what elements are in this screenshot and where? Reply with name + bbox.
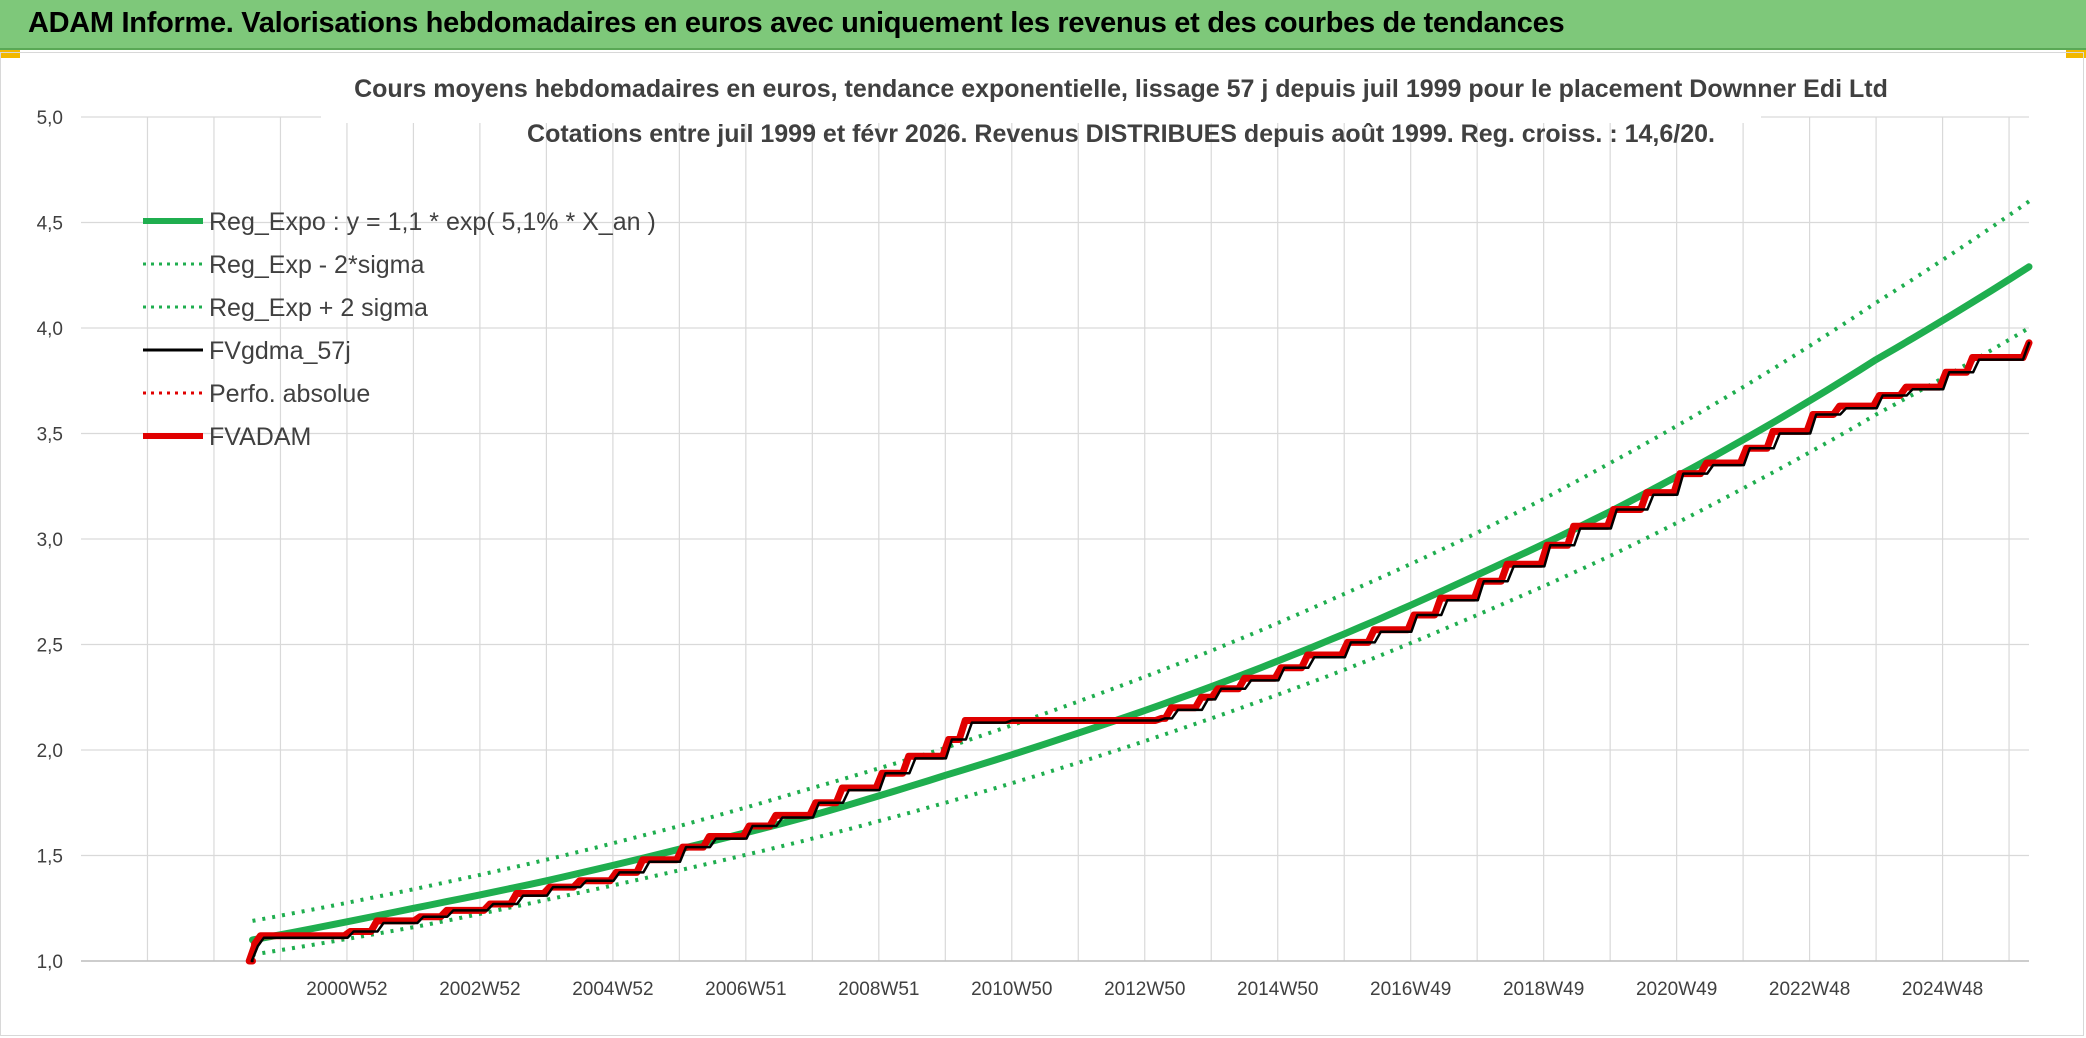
legend-label: FVADAM — [209, 423, 311, 451]
chart-area: 1,0 1,5 2,0 2,5 3,0 3,5 4,0 4,5 5,0 2000W52 2002W5… — [0, 52, 2084, 1036]
y-tick-label: 1,0 — [37, 952, 63, 973]
x-tick-label: 2006W51 — [705, 979, 786, 1000]
series — [245, 199, 2033, 965]
x-tick-label: 2004W52 — [572, 979, 653, 1000]
chart-svg: 1,0 1,5 2,0 2,5 3,0 3,5 4,0 4,5 5,0 2000W52 2002W5… — [37, 59, 2033, 1000]
x-tick-label: 2016W49 — [1370, 979, 1451, 1000]
y-tick-label: 4,0 — [37, 319, 63, 340]
header-bar: ADAM Informe. Valorisations hebdomadaire… — [0, 0, 2086, 50]
y-tick-label: 3,5 — [37, 425, 63, 446]
x-tick-label: 2002W52 — [439, 979, 520, 1000]
x-tick-label: 2022W48 — [1769, 979, 1850, 1000]
chart-title-line-2: Cotations entre juil 1999 et févr 2026. … — [527, 120, 1715, 148]
y-tick-label: 2,0 — [37, 741, 63, 762]
chart-title-group: Cours moyens hebdomadaires en euros, ten… — [321, 59, 1888, 148]
x-tick-label: 2018W49 — [1503, 979, 1584, 1000]
series-fvgdma-57j — [250, 341, 2031, 963]
corner-marker-right — [2066, 50, 2086, 58]
title-background — [321, 59, 1761, 123]
x-tick-label: 2010W50 — [971, 979, 1052, 1000]
legend-label: Reg_Exp + 2 sigma — [209, 294, 428, 322]
series-reg-expo — [249, 263, 2033, 944]
page-title: ADAM Informe. Valorisations hebdomadaire… — [28, 7, 1565, 39]
legend-label: Reg_Expo : y = 1,1 * exp( 5,1% * X_an ) — [209, 208, 656, 236]
series-reg-plus-2sigma — [252, 199, 2031, 923]
grid — [81, 116, 2029, 962]
y-tick-label: 1,5 — [37, 847, 63, 868]
legend: Reg_Expo : y = 1,1 * exp( 5,1% * X_an ) R… — [143, 208, 656, 451]
y-tick-label: 5,0 — [37, 108, 63, 129]
legend-label: Reg_Exp - 2*sigma — [209, 251, 424, 279]
x-tick-label: 2012W50 — [1104, 979, 1185, 1000]
x-tick-label: 2008W51 — [838, 979, 919, 1000]
x-tick-label: 2024W48 — [1902, 979, 1983, 1000]
y-tick-label: 4,5 — [37, 214, 63, 235]
chart-title-line-1: Cours moyens hebdomadaires en euros, ten… — [354, 75, 1888, 103]
legend-label: FVgdma_57j — [209, 337, 351, 365]
series-fvadam — [245, 339, 2033, 965]
x-tick-label: 2014W50 — [1237, 979, 1318, 1000]
corner-marker-left — [0, 50, 20, 58]
series-reg-minus-2sigma — [252, 326, 2031, 957]
axes: 1,0 1,5 2,0 2,5 3,0 3,5 4,0 4,5 5,0 2000W52 2002W5… — [37, 108, 2029, 1000]
x-tick-label: 2020W49 — [1636, 979, 1717, 1000]
legend-label: Perfo. absolue — [209, 380, 370, 408]
y-tick-label: 2,5 — [37, 636, 63, 657]
x-tick-label: 2000W52 — [306, 979, 387, 1000]
y-tick-label: 3,0 — [37, 530, 63, 551]
